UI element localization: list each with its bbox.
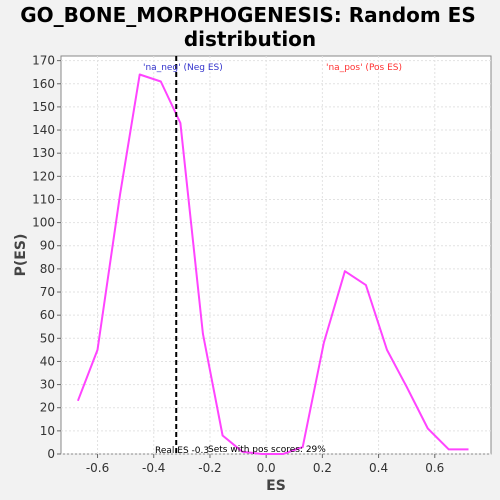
y-tick-label: 30 <box>40 378 55 392</box>
x-tick-label: -0.2 <box>198 461 221 475</box>
y-tick-label: 40 <box>40 354 55 368</box>
x-tick-label: 0.4 <box>369 461 388 475</box>
x-axis: -0.6 -0.4 -0.2 0.0 0.2 0.4 0.6 <box>86 454 444 475</box>
neg-es-label: 'na_neg' (Neg ES) <box>143 63 223 73</box>
y-tick-label: 90 <box>40 239 55 253</box>
x-tick-label: -0.6 <box>86 461 109 475</box>
series-line <box>76 73 469 455</box>
y-tick-label: 140 <box>32 123 55 137</box>
y-tick-label: 160 <box>32 77 55 91</box>
y-tick-label: 70 <box>40 285 55 299</box>
y-tick-label: 50 <box>40 331 55 345</box>
y-tick-label: 80 <box>40 262 55 276</box>
x-tick-label: -0.4 <box>142 461 165 475</box>
y-tick-label: 100 <box>32 216 55 230</box>
y-axis-label: P(ES) <box>13 234 29 277</box>
y-tick-label: 0 <box>47 447 55 461</box>
y-tick-label: 120 <box>32 169 55 183</box>
y-tick-label: 130 <box>32 146 55 160</box>
y-tick-label: 110 <box>32 192 55 206</box>
series-layer <box>76 73 469 455</box>
y-tick-label: 20 <box>40 401 55 415</box>
x-axis-label: ES <box>266 478 286 494</box>
pos-es-label: 'na_pos' (Pos ES) <box>326 63 402 73</box>
y-axis: 0 10 20 30 40 50 60 70 80 90 100 110 120 130 140 150 160… <box>32 54 61 461</box>
chart-title-line2: distribution <box>184 27 316 51</box>
pos-scores-label: Sets with pos scores: 29% <box>208 445 326 455</box>
plot-area <box>60 55 492 455</box>
x-tick-label: 0.6 <box>425 461 444 475</box>
y-tick-label: 170 <box>32 54 55 68</box>
y-tick-label: 150 <box>32 100 55 114</box>
chart-title-line1: GO_BONE_MORPHOGENESIS: Random ES <box>20 3 476 27</box>
x-tick-label: 0.2 <box>313 461 332 475</box>
real-es-label: Real ES -0.3 <box>155 446 209 456</box>
y-tick-label: 10 <box>40 424 55 438</box>
y-tick-label: 60 <box>40 308 55 322</box>
x-tick-label: 0.0 <box>257 461 276 475</box>
